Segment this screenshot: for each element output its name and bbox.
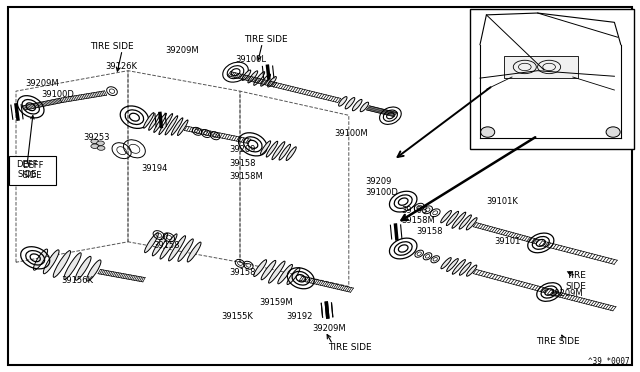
Text: 39209M: 39209M [312,324,346,333]
Ellipse shape [606,127,620,137]
Ellipse shape [87,260,101,281]
Text: 39101K: 39101K [486,197,518,206]
Circle shape [97,141,104,145]
Ellipse shape [261,260,276,280]
Text: 39253: 39253 [83,133,109,142]
Ellipse shape [33,249,47,270]
Text: 39158: 39158 [154,241,180,250]
Circle shape [91,144,99,148]
Ellipse shape [253,260,267,276]
Ellipse shape [447,259,458,272]
Ellipse shape [268,77,276,87]
Text: 39209M: 39209M [549,289,583,298]
Ellipse shape [269,261,285,283]
Text: TIRE SIDE: TIRE SIDE [328,343,372,352]
Ellipse shape [452,260,465,274]
FancyBboxPatch shape [470,9,634,149]
Ellipse shape [177,120,188,135]
Text: 39158: 39158 [229,268,255,277]
Ellipse shape [160,234,177,259]
Text: ^39 *0007: ^39 *0007 [588,357,629,366]
Text: 39158: 39158 [229,159,255,168]
Ellipse shape [168,236,186,261]
Ellipse shape [145,233,158,253]
Ellipse shape [242,70,251,80]
Text: 39100D: 39100D [365,188,397,197]
Text: 39155K: 39155K [221,312,253,321]
Text: 39158: 39158 [416,227,442,236]
Ellipse shape [266,141,278,157]
Ellipse shape [188,242,201,262]
Ellipse shape [467,218,477,230]
Text: 39159M: 39159M [259,298,293,307]
Ellipse shape [460,262,471,275]
Ellipse shape [446,211,459,225]
Text: DEFF
SIDE: DEFF SIDE [22,161,44,180]
Ellipse shape [481,127,495,137]
Ellipse shape [452,212,466,228]
Text: TIRE SIDE: TIRE SIDE [536,337,580,346]
Circle shape [91,139,99,144]
Ellipse shape [286,147,296,160]
Text: TIRE SIDE: TIRE SIDE [90,42,134,51]
Ellipse shape [441,257,451,269]
Ellipse shape [44,250,59,274]
Text: DEFF
SIDE: DEFF SIDE [16,160,38,179]
Text: 39209: 39209 [229,145,255,154]
Ellipse shape [152,233,168,256]
Ellipse shape [76,256,91,280]
Ellipse shape [253,72,265,85]
Ellipse shape [53,251,70,277]
Text: 39158M: 39158M [229,172,263,181]
Ellipse shape [260,141,271,154]
Text: 39158M: 39158M [401,216,435,225]
Ellipse shape [353,99,362,111]
FancyBboxPatch shape [9,156,56,185]
Text: 39194: 39194 [141,164,167,173]
Ellipse shape [278,264,292,284]
Ellipse shape [272,142,285,160]
Text: TIRE
SIDE: TIRE SIDE [566,271,586,291]
Text: TIRE SIDE: TIRE SIDE [244,35,287,44]
Ellipse shape [279,144,291,160]
Ellipse shape [467,265,477,276]
Ellipse shape [339,97,347,106]
Ellipse shape [159,113,173,135]
Ellipse shape [248,71,258,83]
Text: 39156K: 39156K [61,276,93,285]
Text: 39209M: 39209M [26,79,60,88]
Text: 39100M: 39100M [334,129,368,138]
Ellipse shape [345,97,355,109]
Text: 39100L: 39100L [236,55,266,64]
Ellipse shape [172,118,183,135]
FancyBboxPatch shape [504,56,578,78]
Ellipse shape [165,116,178,135]
Ellipse shape [459,215,472,229]
Ellipse shape [287,268,300,285]
Text: 39100D: 39100D [42,90,74,99]
Ellipse shape [178,239,193,262]
Text: 39101: 39101 [494,237,520,246]
FancyBboxPatch shape [8,7,632,365]
Ellipse shape [441,211,451,223]
Ellipse shape [154,113,166,132]
Ellipse shape [360,102,369,112]
Ellipse shape [148,113,160,130]
Text: 39209: 39209 [365,177,391,186]
Ellipse shape [64,253,81,279]
Text: 39209M: 39209M [165,46,199,55]
Text: 39126K: 39126K [106,62,138,71]
Text: 39192: 39192 [287,312,313,321]
Ellipse shape [260,74,271,86]
Circle shape [97,146,105,150]
Ellipse shape [143,113,154,128]
Text: 39193: 39193 [401,206,428,215]
